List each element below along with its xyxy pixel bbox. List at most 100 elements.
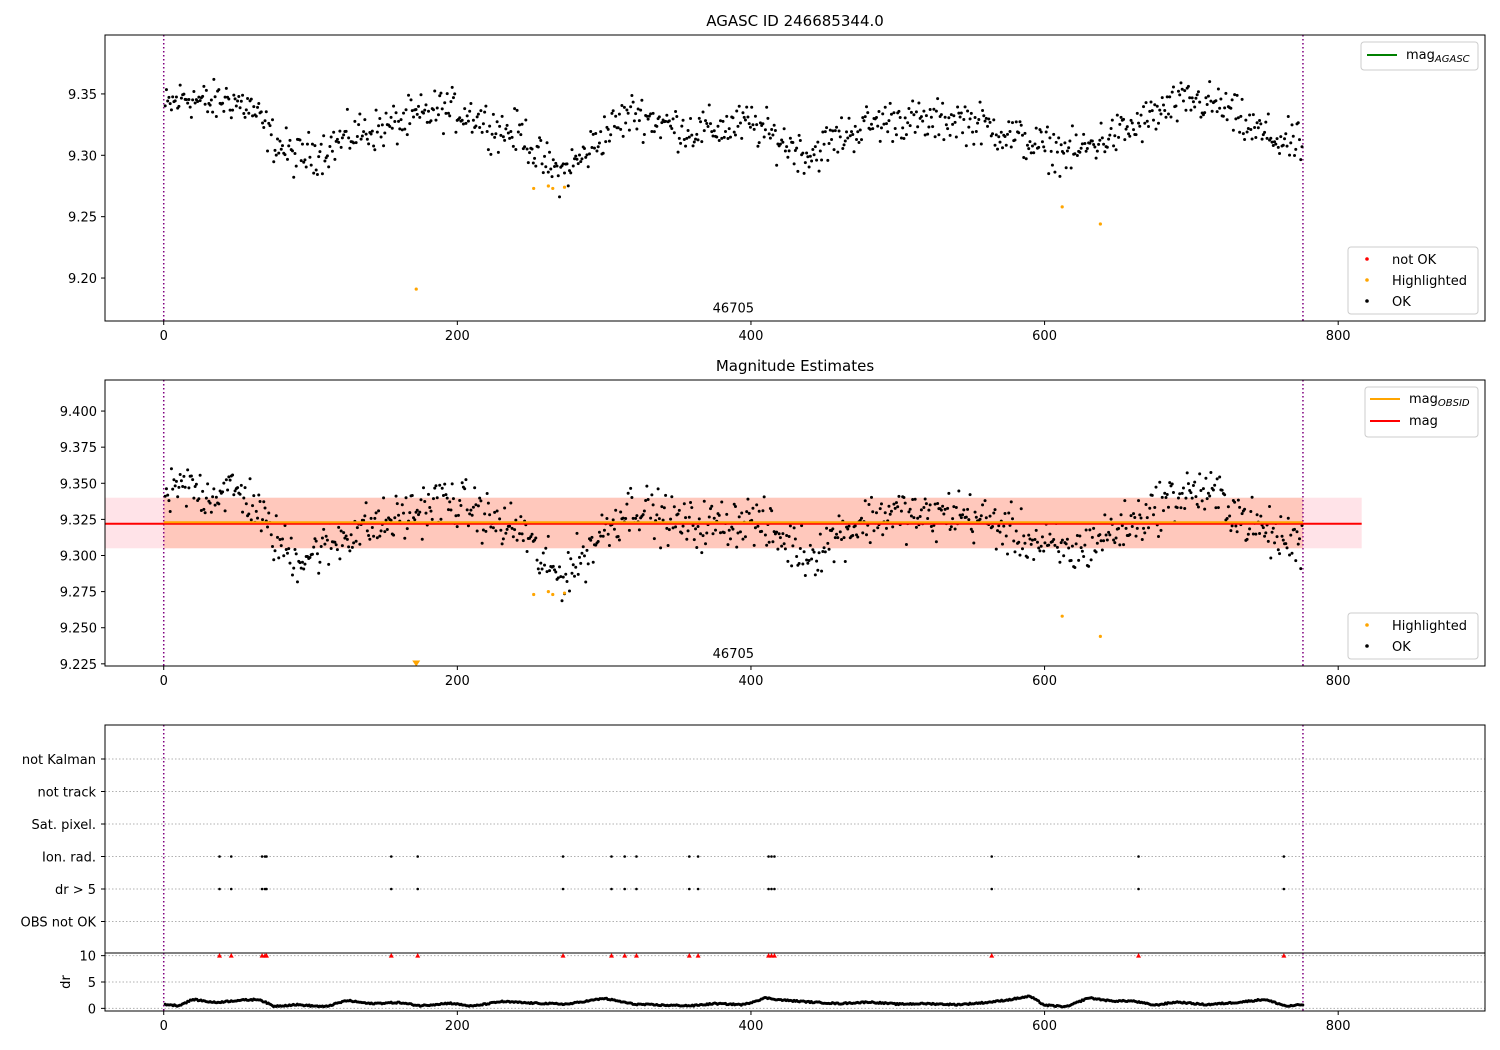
ok-point (308, 555, 312, 559)
ok-point (342, 133, 346, 137)
ok-point (825, 126, 829, 130)
ok-point (738, 530, 742, 534)
ok-point (1168, 95, 1172, 99)
ok-point (1159, 112, 1163, 116)
ok-point (267, 121, 271, 125)
ok-point (634, 112, 638, 116)
ok-point (888, 512, 892, 516)
ok-point (892, 111, 896, 115)
ok-point (1152, 118, 1156, 122)
ok-point (1249, 127, 1253, 131)
legend-point-label: OK (1392, 295, 1411, 310)
ok-point (414, 107, 418, 111)
ok-point (1289, 533, 1293, 537)
ok-point (893, 127, 897, 131)
ok-point (1098, 138, 1102, 142)
ok-point (883, 105, 887, 109)
ok-point (167, 95, 171, 99)
ok-point (420, 537, 424, 541)
ok-point (996, 529, 1000, 533)
ok-point (1166, 505, 1170, 509)
ok-point (242, 496, 246, 500)
ok-point (1102, 539, 1106, 543)
ok-point (300, 560, 304, 564)
ok-point (1193, 480, 1197, 484)
legend-point-swatch (1365, 299, 1369, 303)
ok-point (908, 124, 912, 128)
ok-point (968, 117, 972, 121)
ok-point (560, 599, 564, 603)
flag-point (389, 887, 393, 891)
ok-point (685, 537, 689, 541)
ok-point (838, 530, 842, 534)
ok-point (664, 119, 668, 123)
ok-point (1196, 505, 1200, 509)
ok-point (1097, 142, 1101, 146)
ok-point (262, 500, 266, 504)
ok-point (1073, 565, 1077, 569)
ok-point (363, 514, 367, 518)
flag-row-label: dr > 5 (55, 883, 96, 898)
ok-point (222, 109, 226, 113)
obsid-label: 46705 (713, 301, 754, 316)
flag-point (635, 855, 638, 858)
ok-point (1148, 109, 1152, 113)
ok-point (897, 494, 901, 498)
ok-point (1069, 166, 1073, 170)
ok-point (1281, 538, 1285, 542)
ok-point (1083, 543, 1087, 547)
ok-point (973, 510, 977, 514)
ok-point (725, 512, 729, 516)
ok-point (732, 130, 736, 134)
ok-point (278, 537, 282, 541)
ok-point (645, 484, 649, 488)
ok-point (239, 483, 243, 487)
ok-point (486, 501, 490, 505)
ok-point (1048, 532, 1052, 536)
ok-point (1235, 93, 1239, 97)
ok-point (848, 134, 852, 138)
ok-point (312, 545, 316, 549)
ok-point (1084, 149, 1088, 153)
ok-point (978, 100, 982, 104)
ok-point (450, 85, 454, 89)
ok-point (1254, 135, 1258, 139)
ok-point (464, 478, 468, 482)
ok-point (887, 504, 891, 508)
ok-point (561, 575, 565, 579)
ok-point (835, 125, 839, 129)
ok-point (1204, 96, 1208, 100)
ok-point (1288, 553, 1292, 557)
ok-point (402, 511, 406, 515)
ok-point (559, 575, 563, 579)
ok-point (1223, 493, 1227, 497)
ok-point (762, 495, 766, 499)
ok-point (178, 473, 182, 477)
ok-point (484, 529, 488, 533)
ok-point (1020, 547, 1024, 551)
ok-point (510, 135, 514, 139)
ok-point (183, 485, 187, 489)
ok-point (753, 114, 757, 118)
ok-point (1208, 494, 1212, 498)
ok-point (1152, 513, 1156, 517)
ok-point (293, 547, 297, 551)
ok-point (443, 101, 447, 105)
ok-point (404, 108, 408, 112)
ok-point (967, 518, 971, 522)
ok-point (802, 550, 806, 554)
ok-point (446, 508, 450, 512)
ok-point (1118, 543, 1122, 547)
ok-point (1129, 514, 1133, 518)
ok-point (963, 105, 967, 109)
ok-point (372, 534, 376, 538)
ok-point (723, 129, 727, 133)
highlighted-point (532, 592, 536, 597)
ok-point (1119, 115, 1123, 119)
ok-point (712, 129, 716, 133)
ok-point (1293, 527, 1297, 531)
ok-point (1299, 567, 1303, 571)
ok-point (1255, 121, 1259, 125)
ok-point (329, 135, 333, 139)
ok-point (807, 558, 811, 562)
